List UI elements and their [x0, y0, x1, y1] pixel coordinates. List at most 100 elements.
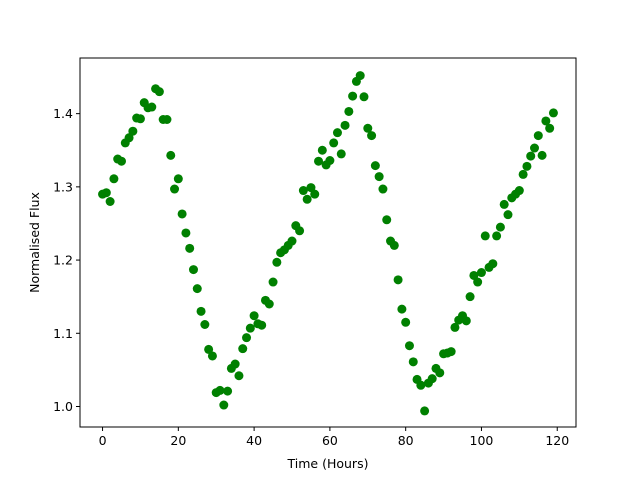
data-point — [450, 322, 460, 332]
data-point — [541, 116, 551, 126]
data-point — [533, 131, 543, 141]
x-tick-label: 0 — [99, 433, 107, 448]
data-point — [298, 186, 308, 196]
data-point — [408, 357, 418, 367]
data-point — [154, 87, 164, 97]
y-axis-ticks: 1.0 1.1 1.2 1.3 1.4 — [53, 106, 80, 414]
data-point — [245, 323, 255, 333]
data-point — [397, 304, 407, 314]
data-point — [545, 123, 555, 133]
data-point — [427, 374, 437, 384]
data-point — [518, 169, 528, 179]
data-point — [499, 199, 509, 209]
data-point — [177, 209, 187, 219]
data-point — [196, 306, 206, 316]
data-point — [295, 226, 305, 236]
data-point — [336, 149, 346, 159]
data-point — [162, 115, 172, 124]
data-point — [355, 71, 365, 81]
x-axis-label: Time (Hours) — [287, 456, 369, 471]
data-point — [314, 156, 324, 166]
data-point — [185, 243, 195, 253]
data-point — [488, 259, 498, 269]
data-point — [374, 172, 384, 182]
data-point — [363, 123, 373, 133]
x-tick-label: 100 — [470, 433, 494, 448]
data-point — [340, 120, 350, 130]
data-point — [522, 161, 532, 171]
data-point — [530, 143, 540, 153]
data-point — [332, 128, 342, 138]
data-point — [325, 156, 335, 165]
plot-area — [80, 58, 576, 427]
data-point — [109, 174, 119, 184]
data-point — [268, 277, 278, 287]
data-point — [514, 186, 524, 196]
x-tick-label: 40 — [246, 433, 262, 448]
data-point — [173, 174, 183, 184]
data-point — [272, 257, 282, 267]
data-point — [317, 145, 327, 155]
data-point — [223, 386, 233, 396]
data-point — [393, 275, 403, 285]
data-point — [147, 102, 157, 112]
y-tick-label: 1.0 — [53, 399, 73, 414]
data-point — [404, 341, 414, 351]
data-point — [230, 359, 240, 369]
data-point — [329, 138, 339, 148]
x-tick-label: 60 — [322, 433, 338, 448]
x-tick-label: 20 — [170, 433, 186, 448]
data-point — [238, 344, 248, 354]
data-point — [306, 183, 316, 193]
data-point — [219, 400, 229, 410]
data-point — [480, 231, 490, 241]
data-point — [526, 151, 536, 161]
data-point — [469, 270, 479, 280]
data-point — [204, 344, 214, 354]
data-point — [188, 265, 198, 275]
data-point — [548, 108, 558, 118]
data-point — [382, 215, 392, 225]
data-point — [128, 126, 138, 136]
y-tick-label: 1.2 — [53, 253, 73, 268]
data-point — [181, 228, 191, 238]
data-point — [234, 371, 244, 381]
x-tick-label: 120 — [545, 433, 569, 448]
data-point — [367, 131, 377, 141]
data-point — [446, 347, 456, 357]
data-point — [124, 133, 134, 143]
data-point — [495, 222, 505, 232]
data-point — [378, 184, 388, 194]
data-point — [370, 161, 380, 171]
data-point — [302, 194, 312, 204]
data-point — [348, 91, 358, 101]
data-point — [420, 406, 430, 416]
data-point — [287, 236, 297, 246]
data-point — [264, 299, 274, 309]
data-point — [435, 368, 445, 378]
data-point — [215, 385, 225, 395]
data-point — [170, 184, 180, 194]
data-point — [101, 188, 111, 198]
scatter-points — [98, 71, 558, 416]
x-tick-label: 80 — [398, 433, 414, 448]
data-point — [105, 197, 115, 206]
data-point — [473, 277, 483, 287]
data-point — [166, 150, 176, 160]
data-point — [476, 268, 486, 278]
data-point — [310, 189, 320, 199]
data-point — [192, 284, 202, 294]
data-point — [249, 311, 259, 321]
y-tick-label: 1.1 — [53, 326, 73, 341]
data-point — [389, 240, 399, 250]
data-point — [503, 210, 513, 220]
data-point — [401, 317, 411, 327]
data-point — [465, 292, 475, 302]
y-axis-label: Normalised Flux — [27, 192, 42, 293]
data-point — [207, 351, 217, 361]
data-point — [359, 92, 369, 102]
y-tick-label: 1.3 — [53, 179, 73, 194]
plot-frame — [79, 57, 577, 428]
data-point — [537, 150, 547, 160]
